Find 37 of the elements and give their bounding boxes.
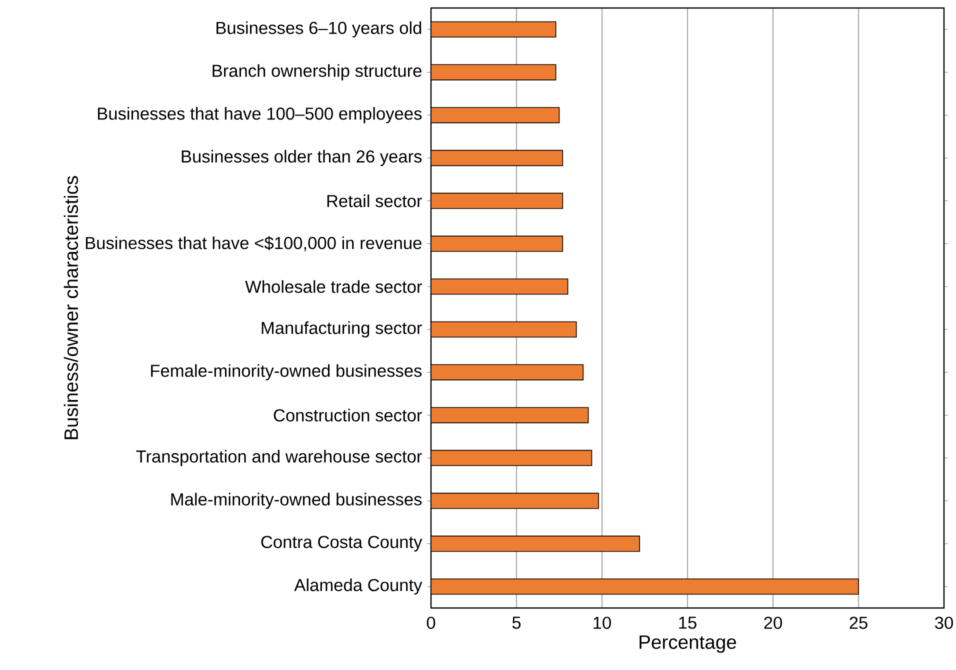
- x-tick-label: 10: [594, 616, 611, 629]
- y-tick-label: Businesses 6–10 years old: [216, 21, 422, 38]
- y-tick-label: Male-minority-owned businesses: [171, 492, 422, 509]
- y-tick-label: Contra Costa County: [261, 536, 422, 552]
- x-axis-title: Percentage: [640, 635, 736, 653]
- x-tick-label: 25: [850, 616, 868, 629]
- y-tick-label: Businesses that have <$100,000 in revenue: [86, 236, 422, 252]
- y-tick-label: Alameda County: [294, 578, 422, 595]
- x-tick-label: 20: [764, 616, 782, 629]
- bar: [431, 578, 859, 595]
- bar: [431, 321, 577, 338]
- bar: [431, 64, 556, 80]
- y-tick-label: Wholesale trade sector: [245, 280, 422, 293]
- bar: [431, 492, 599, 509]
- bar: [431, 364, 584, 380]
- bar: [431, 278, 568, 295]
- y-tick-label: Transportation and warehouse sector: [136, 450, 422, 466]
- y-tick-label: Manufacturing sector: [262, 321, 422, 338]
- y-tick-label: Businesses older than 26 years: [182, 150, 422, 166]
- bar: [431, 107, 560, 124]
- bar: [431, 407, 589, 424]
- y-tick-label: Businesses that have 100–500 employees: [98, 107, 422, 124]
- bar: [431, 21, 556, 38]
- bar: [431, 150, 564, 166]
- bar: [431, 236, 564, 252]
- x-tick-label: 5: [512, 616, 521, 629]
- x-tick-label: 15: [679, 616, 696, 629]
- y-axis-title: Business/owner characteristics: [64, 176, 78, 440]
- bar: [431, 450, 592, 466]
- y-tick-label: Construction sector: [274, 408, 422, 422]
- y-tick-label: Retail sector: [327, 194, 422, 208]
- y-tick-label: Female-minority-owned businesses: [151, 364, 422, 380]
- y-tick-label: Branch ownership structure: [212, 64, 422, 80]
- x-tick-label: 30: [935, 616, 953, 629]
- bar: [431, 536, 640, 552]
- bar: [431, 192, 564, 209]
- x-tick-label: 0: [426, 616, 436, 629]
